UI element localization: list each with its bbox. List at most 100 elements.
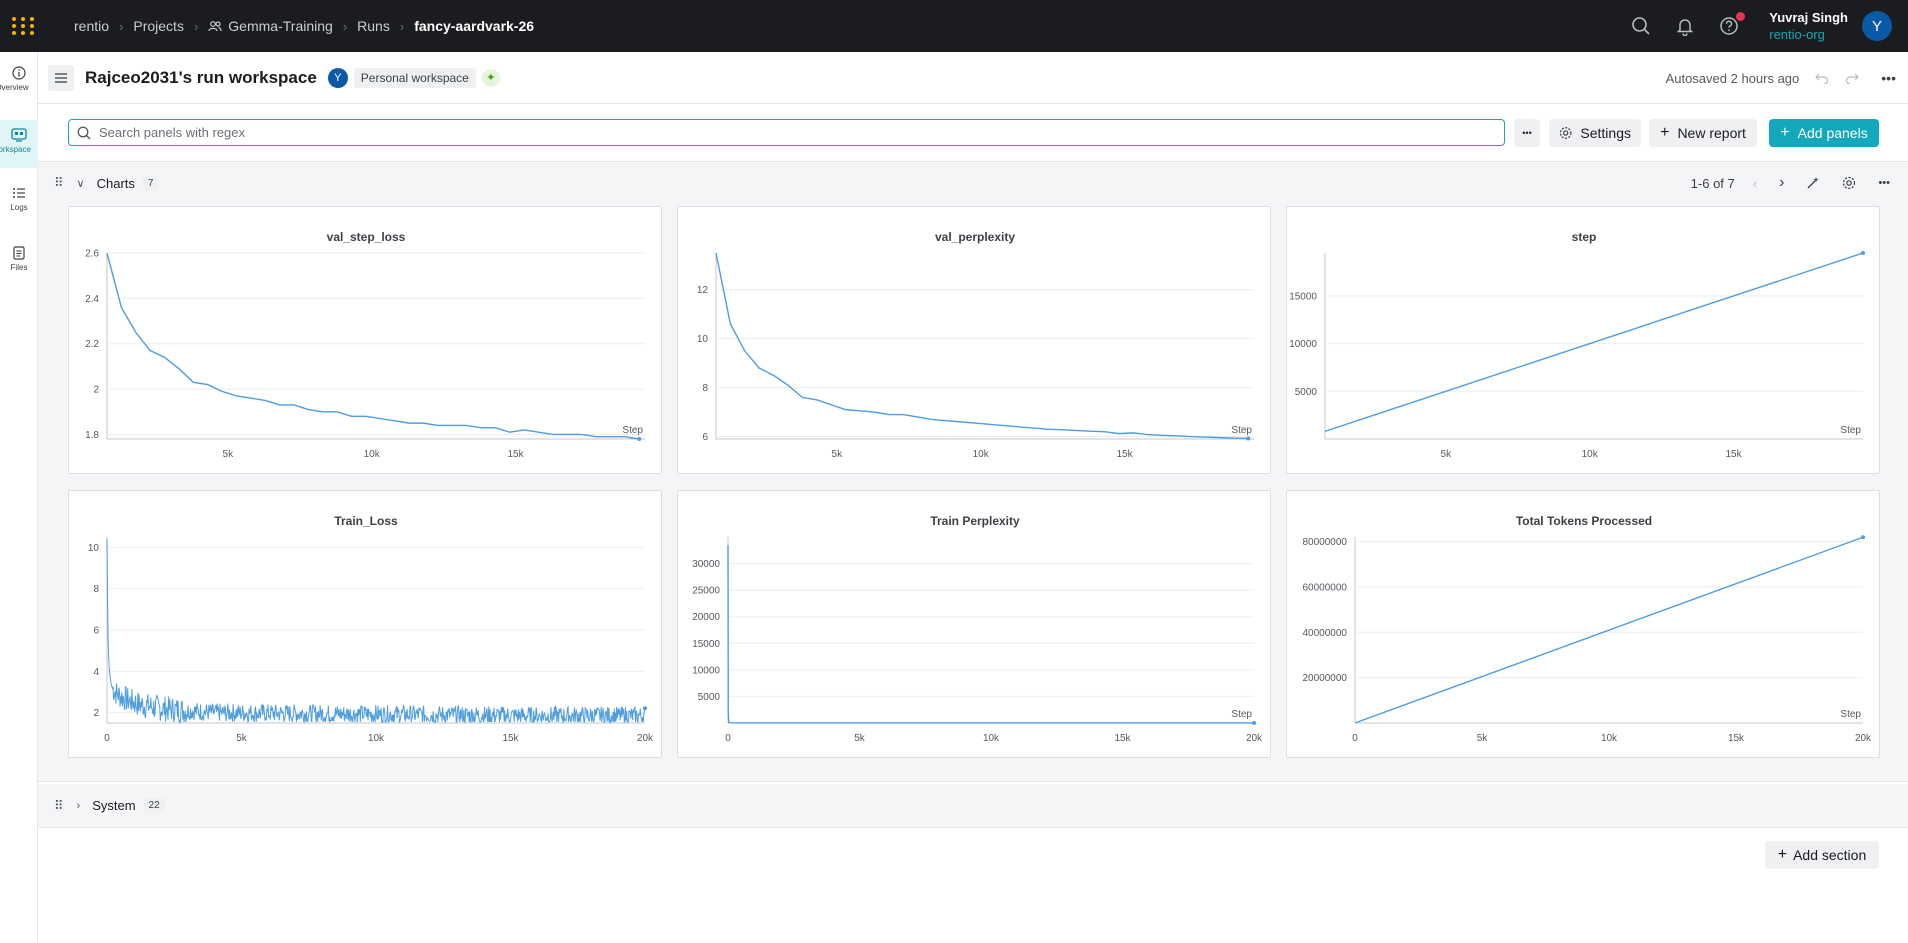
section-title[interactable]: System bbox=[92, 798, 136, 813]
y-tick-label: 60000000 bbox=[1303, 582, 1348, 593]
section-title[interactable]: Charts bbox=[96, 175, 135, 191]
magic-wand-icon[interactable] bbox=[1806, 176, 1820, 190]
x-tick-label: 15k bbox=[502, 733, 519, 744]
drag-handle-icon[interactable]: ⠿ bbox=[54, 175, 63, 190]
add-section-label: Add section bbox=[1793, 847, 1867, 863]
chevron-right-icon: › bbox=[342, 18, 348, 34]
breadcrumb-entity[interactable]: rentio bbox=[74, 18, 110, 34]
chart-panel-val-step-loss[interactable]: val_step_loss 1.8 2 2.2 2.4 2.6 5k 10k 15k Step bbox=[68, 206, 662, 474]
charts-section: val_step_loss 1.8 2 2.2 2.4 2.6 5k 10k 15k Step v… bbox=[38, 162, 1908, 782]
chart-panel-val-perplexity[interactable]: val_perplexity 6 8 10 12 5k 10k 15k Step bbox=[677, 206, 1271, 474]
y-tick-label: 6 bbox=[702, 432, 708, 443]
series-line bbox=[1354, 536, 1864, 724]
chart-pager: 1-6 of 7 ‹ › ••• bbox=[1691, 163, 1890, 203]
y-tick-label: 10000 bbox=[692, 665, 720, 676]
more-options-icon[interactable]: ••• bbox=[1878, 177, 1890, 189]
plus-icon: + bbox=[1660, 124, 1670, 141]
gear-icon[interactable] bbox=[1842, 176, 1856, 190]
nav-item-label: Overview bbox=[0, 83, 29, 92]
x-tick-label: 5k bbox=[1441, 449, 1453, 460]
x-tick-label: 5k bbox=[854, 733, 866, 744]
team-icon bbox=[208, 21, 222, 32]
breadcrumb-runs[interactable]: Runs bbox=[357, 18, 390, 34]
new-report-button[interactable]: + New report bbox=[1649, 119, 1757, 147]
x-tick-label: 20k bbox=[637, 733, 654, 744]
y-tick-label: 8 bbox=[93, 584, 99, 595]
series-line bbox=[727, 544, 1255, 724]
drag-handle-icon[interactable]: ⠿ bbox=[54, 797, 63, 813]
x-tick-label: 10k bbox=[364, 449, 381, 460]
chevron-left-icon[interactable]: ‹ bbox=[1752, 175, 1758, 191]
settings-button[interactable]: Settings bbox=[1549, 119, 1641, 147]
charts-section-header: ⠿ ∨ Charts 7 1-6 of 7 ‹ › ••• bbox=[38, 163, 1908, 203]
y-tick-label: 20000 bbox=[692, 612, 720, 623]
chevron-right-icon[interactable]: › bbox=[76, 799, 81, 812]
y-tick-label: 80000000 bbox=[1303, 537, 1348, 548]
y-tick-label: 25000 bbox=[692, 586, 720, 597]
x-axis-label: Step bbox=[622, 425, 643, 436]
breadcrumb-projects[interactable]: Projects bbox=[133, 18, 184, 34]
avatar[interactable]: Y bbox=[1862, 11, 1892, 41]
series-end-point bbox=[1861, 251, 1865, 255]
y-tick-label: 2.2 bbox=[85, 339, 99, 350]
y-tick-label: 2 bbox=[93, 385, 99, 396]
chart-title: Train_Loss bbox=[334, 514, 398, 528]
header-actions: Autosaved 2 hours ago ••• bbox=[1666, 52, 1896, 104]
line-chart: Total Tokens Processed 20000000 40000000 60… bbox=[1303, 514, 1873, 744]
search-box bbox=[68, 119, 1505, 146]
breadcrumb: rentio › Projects › Gemma-Training › Run… bbox=[74, 18, 534, 34]
breadcrumb-run[interactable]: fancy-aardvark-26 bbox=[414, 18, 535, 34]
breadcrumb-project[interactable]: Gemma-Training bbox=[208, 18, 333, 34]
series-line bbox=[1324, 252, 1864, 433]
help-button[interactable] bbox=[1719, 12, 1746, 36]
series-line bbox=[106, 539, 646, 724]
app-logo-icon[interactable] bbox=[10, 12, 38, 40]
chevron-right-icon[interactable]: › bbox=[1779, 174, 1785, 191]
user-menu[interactable]: Yuvraj Singh rentio-org bbox=[1769, 9, 1848, 43]
series-end-point bbox=[637, 437, 642, 441]
workspace-badge[interactable]: Y Personal workspace ✦ bbox=[327, 67, 500, 88]
workspace-type-label: Personal workspace bbox=[353, 67, 476, 88]
nav-item-logs[interactable]: Logs bbox=[0, 186, 38, 226]
more-button[interactable]: ••• bbox=[1514, 119, 1540, 147]
chart-panel-train-perplexity[interactable]: Train Perplexity 5000 10000 15000 20000 25000… bbox=[677, 490, 1271, 758]
line-chart: Train Perplexity 5000 10000 15000 20000 25000… bbox=[692, 514, 1263, 744]
line-chart: step 5000 10000 15000 5k 10k 15k Step bbox=[1289, 230, 1865, 460]
bell-icon[interactable] bbox=[1675, 16, 1695, 36]
search-icon[interactable] bbox=[1631, 16, 1651, 36]
line-chart: Train_Loss 2 4 6 8 10 0 5k 10k 15k 20k bbox=[88, 514, 654, 744]
series-line bbox=[106, 252, 640, 440]
add-section-button[interactable]: + Add section bbox=[1765, 841, 1879, 869]
x-tick-label: 10k bbox=[983, 733, 1000, 744]
nav-item-label: Files bbox=[10, 263, 28, 272]
x-tick-label: 10k bbox=[1601, 733, 1618, 744]
more-options-icon[interactable]: ••• bbox=[1881, 70, 1896, 86]
nav-item-overview[interactable]: Overview bbox=[0, 66, 38, 106]
line-chart: val_perplexity 6 8 10 12 5k 10k 15k Step bbox=[697, 230, 1254, 460]
chevron-down-icon[interactable]: ∨ bbox=[76, 177, 85, 190]
chart-panel-train-loss[interactable]: Train_Loss 2 4 6 8 10 0 5k 10k 15k 20k bbox=[68, 490, 662, 758]
panel-toolbar: ••• Settings + New report + Add panels bbox=[38, 104, 1908, 162]
chart-panel-total-tokens[interactable]: Total Tokens Processed 20000000 40000000 60… bbox=[1286, 490, 1880, 758]
y-tick-label: 5000 bbox=[1295, 387, 1318, 398]
x-axis-label: Step bbox=[1231, 709, 1252, 720]
chevron-right-icon: › bbox=[193, 18, 199, 34]
sparkle-icon[interactable]: ✦ bbox=[481, 68, 500, 87]
undo-icon[interactable] bbox=[1815, 72, 1829, 84]
file-icon bbox=[13, 246, 25, 260]
search-input[interactable] bbox=[99, 125, 1504, 140]
chart-panel-step[interactable]: step 5000 10000 15000 5k 10k 15k Step bbox=[1286, 206, 1880, 474]
nav-item-files[interactable]: Files bbox=[0, 246, 38, 286]
y-tick-label: 15000 bbox=[1289, 291, 1317, 302]
redo-icon[interactable] bbox=[1845, 72, 1860, 84]
chart-title: Total Tokens Processed bbox=[1516, 514, 1652, 528]
add-panels-button[interactable]: + Add panels bbox=[1769, 119, 1879, 147]
y-tick-label: 2 bbox=[93, 708, 99, 719]
series-line bbox=[715, 252, 1249, 440]
x-tick-label: 5k bbox=[223, 449, 235, 460]
hamburger-menu-button[interactable] bbox=[48, 64, 74, 91]
series-end-point bbox=[1246, 436, 1251, 441]
user-name: Yuvraj Singh bbox=[1769, 10, 1848, 25]
nav-item-workspace[interactable]: Workspace bbox=[0, 120, 38, 168]
pager-range: 1-6 of 7 bbox=[1690, 175, 1735, 191]
